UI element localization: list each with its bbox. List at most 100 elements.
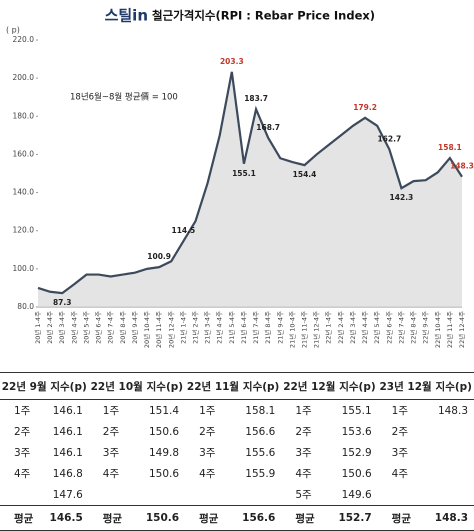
x-tick-label: 20년 12-4주 [166, 311, 175, 348]
header-cell: 지수(p) [144, 372, 186, 400]
table-cell: 146.5 [48, 505, 89, 531]
header-cell: 지수(p) [337, 372, 378, 400]
header-cell: 지수(p) [48, 372, 89, 400]
table-cell: 1주 [199, 405, 216, 417]
table-row: 3주 146.1 3주 149.8 3주 155.6 3주 152.9 3주 [0, 442, 474, 463]
x-tick-label: 22년 9-4주 [421, 311, 430, 344]
x-tick-label: 21년 2-4주 [190, 311, 199, 344]
table-cell: 5주 [295, 489, 312, 501]
data-label: 179.2 [353, 103, 377, 112]
table-cell: 2주 [391, 426, 408, 438]
header-cell: 22년 11월 [185, 372, 241, 400]
data-label: 168.7 [256, 123, 280, 132]
table-cell: 146.8 [52, 467, 83, 480]
table-cell: 평균 [185, 505, 241, 531]
table-cell: 평균 [281, 505, 338, 531]
header-row: 22년 9월 지수(p) 22년 10월 지수(p) 22년 11월 지수(p) 22년 1… [0, 372, 474, 400]
x-tick-label: 22년 12-4주 [457, 311, 466, 348]
y-tick-label: 120.0 [13, 226, 35, 235]
x-tick-label: 21년 1-4주 [178, 311, 187, 344]
header-cell: 22년 10월 [88, 372, 145, 400]
table-cell [434, 421, 474, 442]
x-tick-label: 22년 1-4주 [324, 311, 333, 344]
x-tick-label: 20년 9-4주 [130, 311, 139, 344]
table-cell: 147.6 [52, 488, 83, 501]
table-cell: 150.6 [341, 467, 372, 480]
table-cell: 1주 [391, 405, 408, 417]
table-cell [145, 484, 185, 506]
table-row: 147.6 5주 149.6 [0, 484, 474, 506]
x-tick-label: 22년 3-4주 [348, 311, 357, 344]
data-label: 87.3 [53, 298, 72, 307]
chart-title: 철근가격지수(RPI : Rebar Price Index) [152, 9, 375, 23]
x-tick-label: 22년 2-4주 [336, 311, 345, 344]
table-cell: 4주 [102, 468, 120, 480]
table-cell: 1주 [295, 405, 312, 417]
table-cell [185, 484, 241, 506]
x-tick-label: 20년 8-4주 [118, 311, 127, 344]
annotation: 18년6월~8월 평균價 = 100 [70, 92, 178, 103]
header-cell: 22년 12월 [281, 372, 338, 400]
table-cell: 155.9 [245, 467, 276, 480]
y-tick-label: 200.0 [13, 73, 35, 82]
table-cell: 149.6 [341, 488, 372, 501]
x-tick-label: 21년 9-4주 [275, 311, 284, 344]
table-cell: 146.1 [52, 446, 83, 459]
y-tick-label: 140.0 [13, 188, 35, 197]
table-cell [434, 463, 474, 484]
x-tick-label: 22년 7-4주 [396, 311, 405, 344]
header-cell: 23년 12월 [377, 372, 434, 400]
table-cell: 148.3 [437, 404, 468, 417]
header-cell: 지수(p) [433, 372, 474, 400]
chart: 스틸in 철근가격지수(RPI : Rebar Price Index) ( p… [6, 7, 474, 349]
data-label: 148.3 [450, 162, 474, 171]
x-tick-label: 20년 2-4주 [45, 311, 54, 344]
x-tick-label: 20년 1-4주 [33, 311, 42, 344]
table-cell: 150.6 [149, 467, 180, 480]
table-cell: 151.4 [149, 404, 180, 417]
logo: 스틸in [105, 7, 148, 25]
table-cell: 1주 [14, 405, 31, 417]
table-cell: 3주 [199, 447, 216, 459]
table-cell: 150.6 [144, 505, 186, 531]
area [38, 71, 462, 307]
x-tick-label: 22년 5-4주 [372, 311, 381, 344]
x-tick-label: 21년 12-4주 [312, 311, 321, 348]
x-tick-label: 21년 11-4주 [300, 311, 309, 348]
table-cell: 156.6 [240, 505, 282, 531]
x-tick-label: 21년 3-4주 [203, 311, 212, 344]
table-row: 2주 146.1 2주 150.6 2주 156.6 2주 153.6 2주 [0, 421, 474, 442]
x-tick-label: 21년 8-4주 [263, 311, 272, 344]
table-cell [434, 484, 474, 506]
data-label: 114.5 [172, 226, 196, 235]
table-cell: 2주 [14, 426, 31, 438]
x-tick-label: 20년 4-4주 [69, 311, 78, 344]
table-cell: 153.6 [341, 425, 372, 438]
x-tick-label: 21년 4-4주 [215, 311, 224, 344]
table-cell: 2주 [295, 426, 312, 438]
table-cell: 3주 [391, 447, 408, 459]
table-row: 1주 146.1 1주 151.4 1주 158.1 1주 155.1 1주 148.3 [0, 400, 474, 422]
x-tick-label: 22년 10-4주 [433, 311, 442, 348]
table-cell: 152.7 [337, 505, 378, 531]
table-cell: 4주 [391, 468, 408, 480]
data-table: 22년 9월 지수(p) 22년 10월 지수(p) 22년 11월 지수(p) 22년 1… [0, 372, 474, 531]
data-label: 100.9 [147, 252, 171, 261]
table-cell: 150.6 [149, 425, 180, 438]
x-tick-label: 22년 4-4주 [360, 311, 369, 344]
data-label: 142.3 [390, 193, 414, 202]
table-cell: 평균 [0, 505, 49, 531]
x-tick-label: 20년 6-4주 [94, 311, 103, 344]
y-tick-label: 220.0 [13, 35, 35, 44]
table-cell: 148.3 [433, 505, 474, 531]
data-label: 162.7 [377, 134, 401, 143]
x-tick-label: 21년 6-4주 [239, 311, 248, 344]
x-tick-label: 22년 11-4주 [445, 311, 454, 348]
data-label: 155.1 [232, 169, 256, 178]
table-cell: 149.8 [149, 446, 180, 459]
table-cell: 2주 [199, 426, 216, 438]
table-cell: 1주 [102, 405, 120, 417]
table-cell: 평균 [377, 505, 434, 531]
line [37, 71, 463, 295]
x-tick-label: 22년 6-4주 [384, 311, 393, 344]
